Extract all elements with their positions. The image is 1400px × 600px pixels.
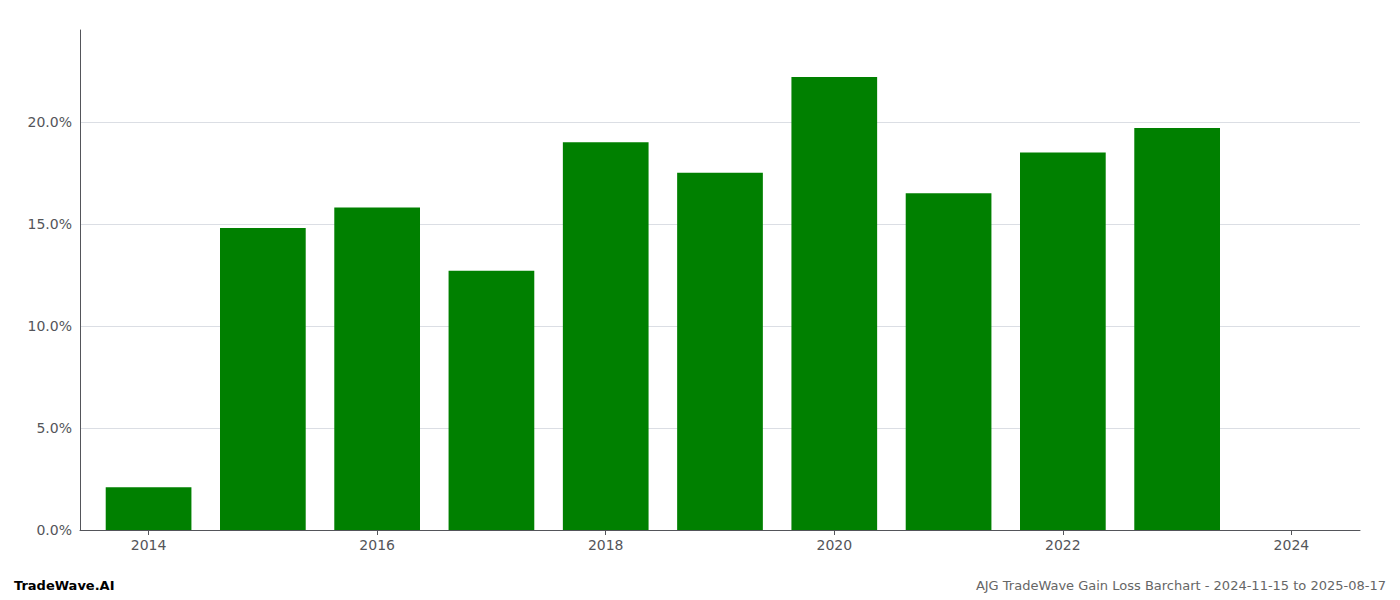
svg-text:TradeWave.AI: TradeWave.AI bbox=[14, 578, 115, 593]
svg-text:15.0%: 15.0% bbox=[28, 216, 72, 232]
svg-text:20.0%: 20.0% bbox=[28, 114, 72, 130]
svg-text:2018: 2018 bbox=[588, 537, 624, 553]
svg-text:2020: 2020 bbox=[816, 537, 852, 553]
svg-text:10.0%: 10.0% bbox=[28, 318, 72, 334]
svg-text:AJG TradeWave Gain Loss Barcha: AJG TradeWave Gain Loss Barchart - 2024-… bbox=[976, 578, 1386, 593]
svg-text:2022: 2022 bbox=[1045, 537, 1081, 553]
svg-text:2024: 2024 bbox=[1274, 537, 1310, 553]
svg-text:0.0%: 0.0% bbox=[36, 522, 72, 538]
svg-text:2014: 2014 bbox=[131, 537, 167, 553]
svg-text:5.0%: 5.0% bbox=[36, 420, 72, 436]
svg-text:2016: 2016 bbox=[359, 537, 395, 553]
